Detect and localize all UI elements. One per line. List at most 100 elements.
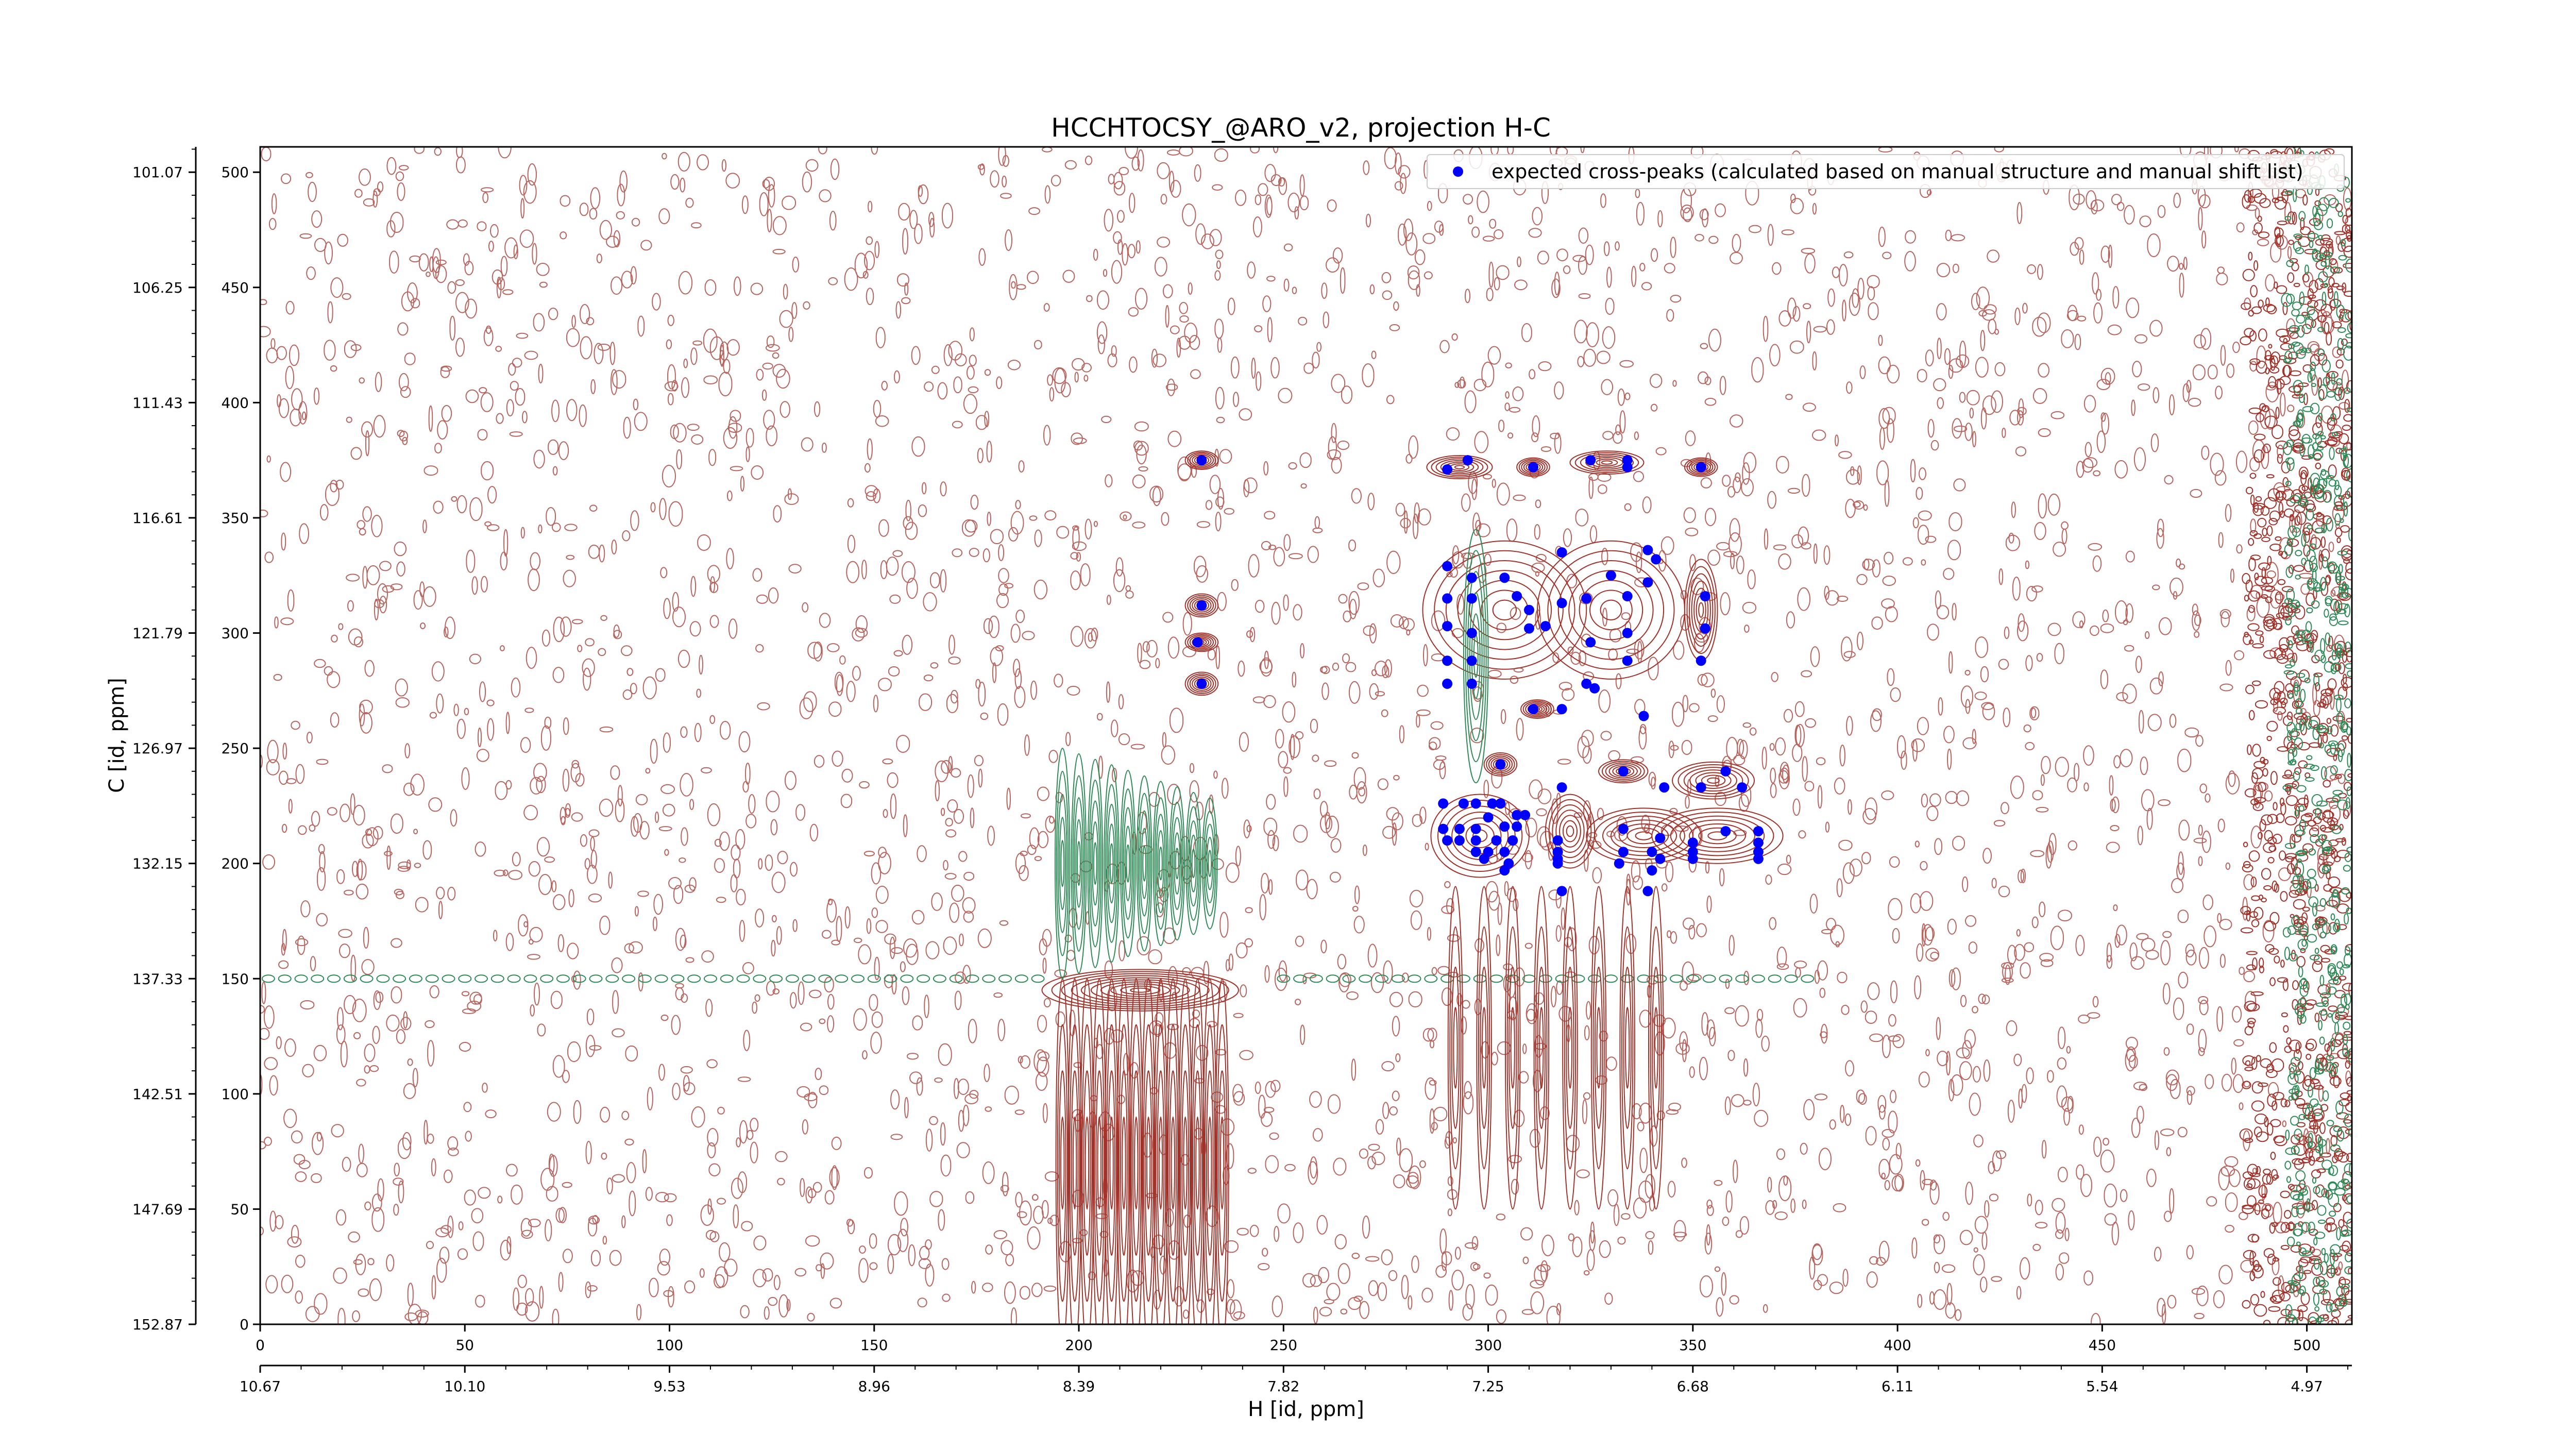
contour-ring	[1605, 762, 1641, 780]
cross-peak-point	[1528, 462, 1538, 473]
contour-ring	[1120, 769, 1136, 957]
ridge-lower	[1141, 978, 1156, 1324]
contour-ring	[1539, 1007, 1544, 1089]
contour-ring	[1449, 926, 1462, 1170]
contour-ring	[1482, 1007, 1487, 1089]
contour-ring	[1108, 823, 1115, 904]
contour-ring	[1691, 461, 1711, 473]
contour-ring	[1136, 775, 1153, 952]
cross-peak-point	[1647, 865, 1657, 876]
contour-ring	[1559, 815, 1581, 848]
contour-ring	[1677, 764, 1749, 797]
y-index-tick-label: 0	[240, 1316, 249, 1333]
contour-ring	[1187, 595, 1216, 616]
contour-ring	[1057, 794, 1067, 933]
cross-peak-point	[1524, 623, 1534, 634]
cross-peak-point	[1438, 798, 1449, 809]
contour-ring	[1192, 454, 1212, 466]
contour-ring	[1192, 636, 1212, 648]
contour-ring	[1081, 1024, 1093, 1302]
contour-ring	[1533, 886, 1550, 1210]
contour-ring	[1090, 800, 1100, 926]
cross-peak-point	[1655, 853, 1666, 864]
contour-ring	[1557, 560, 1665, 660]
contour-ring	[1600, 599, 1622, 620]
cross-peak-markers	[1192, 455, 1764, 897]
red-band-150	[1041, 969, 1239, 1012]
contour-ring	[1569, 450, 1645, 475]
contour-ring	[1072, 775, 1086, 952]
cross-peak-point	[1581, 593, 1592, 604]
y-ppm-tick-label: 147.69	[132, 1201, 183, 1218]
cross-peak-point	[1442, 621, 1453, 632]
y-ppm-tick-label: 132.15	[132, 855, 183, 872]
cross-peak-point	[1438, 823, 1449, 834]
contour-ring	[1566, 825, 1574, 837]
contour-ring	[1184, 671, 1219, 696]
peak-contours	[1545, 794, 1596, 869]
contour-ring	[1504, 886, 1521, 1210]
ridge-aromatic	[1562, 886, 1578, 1210]
contour-ring	[1596, 459, 1618, 467]
contour-ring	[1488, 755, 1513, 773]
legend-marker	[1453, 166, 1463, 177]
x-ppm-tick-label: 9.53	[653, 1378, 685, 1395]
contour-ring	[1701, 774, 1726, 786]
x-ppm-tick-label: 5.54	[2086, 1378, 2118, 1395]
ridge-lower	[1129, 978, 1143, 1324]
y-index-tick-label: 100	[222, 1086, 249, 1103]
contour-ring	[1566, 966, 1574, 1129]
contour-ring	[1071, 753, 1087, 974]
ridge-aromatic	[1476, 886, 1492, 1210]
contour-ring	[1138, 793, 1151, 934]
cross-peak-point	[1605, 570, 1616, 581]
contour-ring	[1601, 460, 1613, 465]
contour-ring	[1451, 966, 1460, 1129]
ridge-aromatic	[1619, 886, 1635, 1210]
contour-ring	[1059, 817, 1066, 911]
contour-ring	[1122, 1116, 1126, 1210]
cross-peak-point	[1479, 853, 1489, 864]
cross-peak-point	[1466, 678, 1477, 689]
contour-ring	[1153, 781, 1169, 946]
contour-ring	[1118, 1024, 1129, 1302]
y-index-tick-label: 500	[222, 164, 249, 181]
cross-peak-point	[1737, 782, 1748, 793]
cross-peak-point	[1585, 455, 1596, 466]
contour-ring	[1522, 700, 1552, 718]
contour-ring	[1707, 777, 1720, 784]
ridge-aromatic	[1447, 886, 1464, 1210]
contour-ring	[1057, 1024, 1068, 1302]
x-ppm-axis: 10.67 10.10 9.53 8.96 8.39 7.82 7.25 6.68 6.11 5.…	[240, 1364, 2352, 1395]
cross-peak-point	[1700, 623, 1710, 634]
contour-ring	[1120, 985, 1161, 995]
contour-ring	[1142, 845, 1147, 882]
cross-peak-point	[1618, 766, 1629, 777]
cross-peak-point	[1585, 637, 1596, 648]
contour-ring	[1602, 815, 1685, 856]
contour-ring	[1527, 703, 1548, 715]
contour-ring	[1110, 983, 1171, 997]
x-ppm-tick-label: 7.82	[1267, 1378, 1299, 1395]
contour-ring	[1130, 987, 1151, 993]
y-axis-label: C [id, ppm]	[105, 678, 129, 793]
contour-ring	[1206, 836, 1213, 890]
cross-peak-point	[1622, 655, 1633, 666]
contour-ring	[1206, 1070, 1214, 1256]
contour-ring	[1689, 573, 1714, 647]
cross-peak-point	[1622, 628, 1633, 638]
ridge-green	[1169, 786, 1185, 941]
contour-ring	[1092, 821, 1099, 906]
contour-ring	[1129, 978, 1143, 1324]
y-ppm-tick-label: 111.43	[132, 394, 183, 411]
contour-ring	[1510, 1007, 1515, 1089]
contour-ring	[1183, 1116, 1188, 1210]
contour-ring	[1154, 797, 1167, 930]
contour-ring	[1157, 1070, 1165, 1256]
x-ppm-tick-label: 10.10	[444, 1378, 485, 1395]
contour-ring	[1218, 1070, 1226, 1256]
cross-peak-point	[1622, 591, 1633, 601]
x-ppm-tick-label: 4.97	[2291, 1378, 2323, 1395]
y-ppm-tick-label: 137.33	[132, 970, 183, 987]
contour-ring	[1041, 969, 1239, 1012]
